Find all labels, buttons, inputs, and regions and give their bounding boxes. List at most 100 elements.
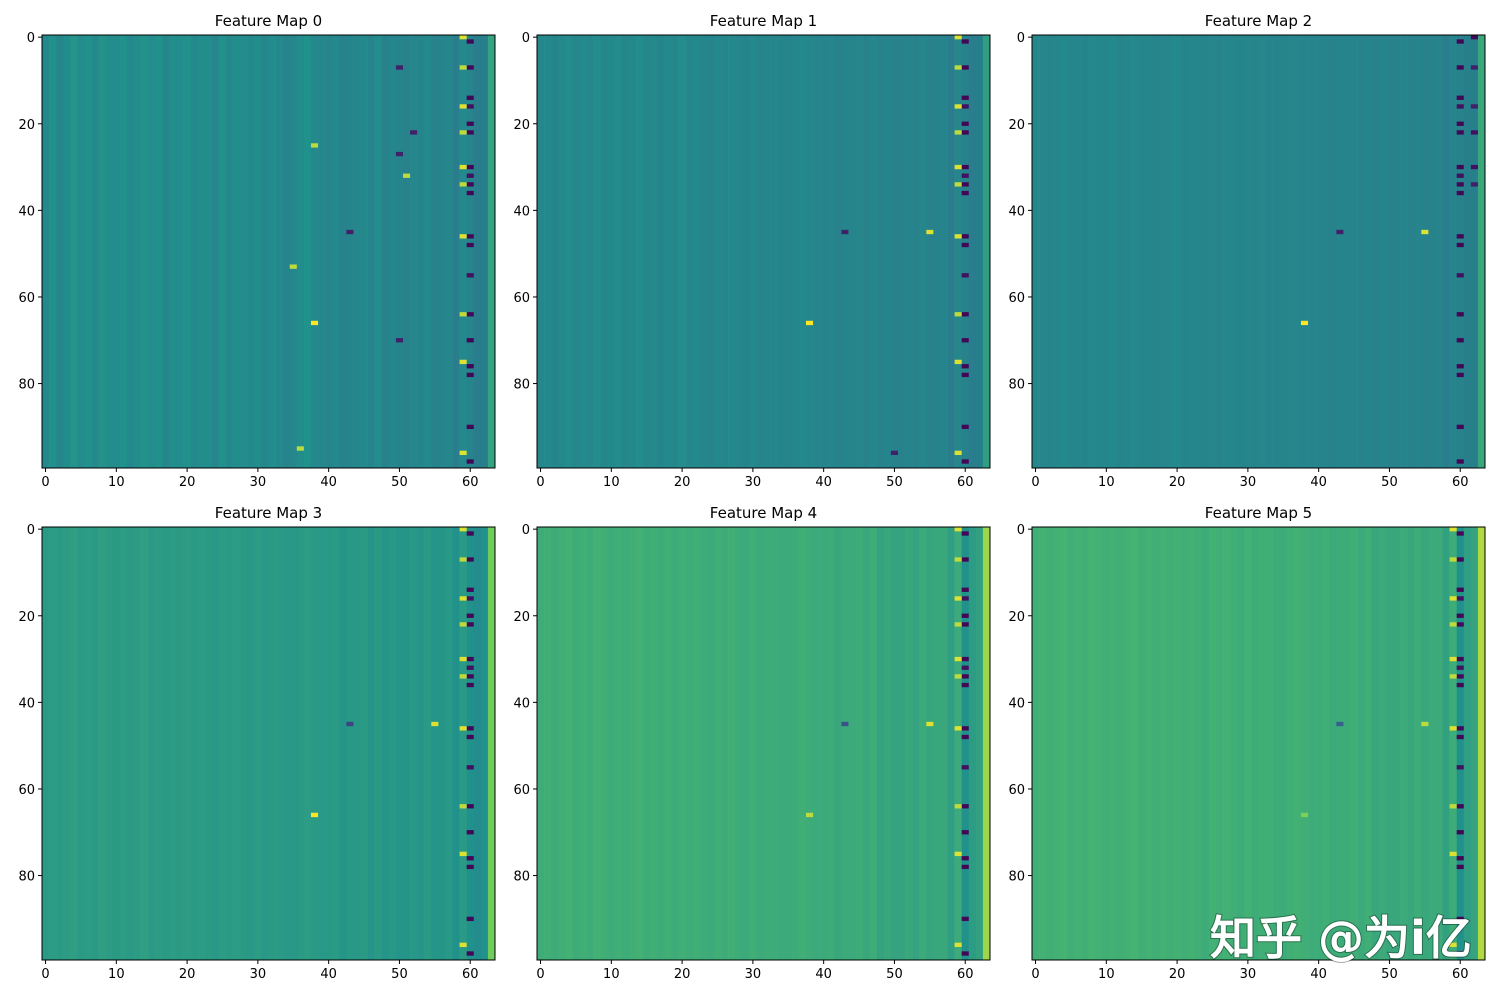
plot-frame: [41, 34, 496, 469]
y-tick-label: 0: [27, 523, 35, 538]
panel-title: Feature Map 3: [215, 504, 322, 522]
heatmap-cell: [1456, 656, 1464, 662]
heatmap-column: [756, 527, 764, 960]
heatmap-column: [905, 35, 913, 468]
heatmap-column: [1081, 527, 1089, 960]
heatmap-cell: [1470, 130, 1478, 135]
heatmap-cell: [1456, 459, 1464, 464]
heatmap-column: [332, 35, 340, 468]
heatmap-column: [1145, 35, 1153, 468]
heatmap-cell: [459, 596, 467, 601]
heatmap-cell: [1456, 190, 1464, 196]
heatmap-column: [473, 527, 482, 960]
heatmap-cell: [961, 674, 969, 679]
heatmap-column: [897, 35, 906, 468]
heatmap-column: [84, 527, 92, 960]
heatmap-cell: [954, 35, 962, 40]
heatmap-column: [728, 527, 736, 960]
y-tick-label: 20: [18, 118, 35, 133]
heatmap-cell: [1449, 557, 1457, 562]
heatmap-column: [834, 35, 842, 468]
heatmap-column: [1159, 35, 1167, 468]
heatmap-cell: [466, 613, 474, 618]
heatmap-column: [268, 35, 276, 468]
heatmap-column: [141, 527, 149, 960]
heatmap-cell: [961, 65, 969, 70]
heatmap-cell: [466, 916, 474, 922]
heatmap-cell: [954, 450, 962, 456]
heatmap-column: [1385, 35, 1394, 468]
heatmap-column: [954, 527, 962, 960]
heatmap-column: [247, 527, 255, 960]
heatmap-column: [671, 35, 679, 468]
heatmap-column: [367, 35, 375, 468]
x-tick-label: 60: [462, 967, 479, 982]
heatmap-column: [558, 527, 566, 960]
x-tick-label: 0: [1031, 967, 1039, 982]
heatmap-cell: [459, 656, 467, 662]
heatmap-column: [112, 35, 121, 468]
heatmap-cell: [459, 450, 467, 456]
heatmap-cell: [466, 164, 474, 170]
heatmap-cell: [961, 372, 969, 378]
heatmap-cell: [466, 190, 474, 196]
heatmap-cell: [1336, 229, 1344, 235]
x-tick-label: 10: [603, 475, 620, 490]
heatmap-column: [1237, 35, 1245, 468]
heatmap-column: [1449, 35, 1457, 468]
y-tick-label: 60: [1008, 783, 1025, 798]
heatmap-column: [763, 35, 771, 468]
heatmap-cell: [1456, 726, 1464, 731]
heatmap-column: [1208, 527, 1217, 960]
x-tick-label: 0: [536, 967, 544, 982]
heatmap-column: [1201, 527, 1210, 960]
heatmap-column: [303, 527, 312, 960]
heatmap-cell: [926, 229, 934, 235]
x-tick-label: 20: [1169, 475, 1186, 490]
heatmap-column: [183, 35, 191, 468]
heatmap-column: [699, 35, 708, 468]
heatmap-column: [643, 35, 651, 468]
heatmap-column: [424, 527, 432, 960]
heatmap-column: [579, 35, 587, 468]
y-tick-label: 0: [1017, 523, 1025, 538]
heatmap-column: [614, 527, 623, 960]
heatmap-column: [275, 35, 283, 468]
heatmap-cell: [466, 338, 474, 343]
heatmap-cell: [459, 65, 467, 70]
heatmap-column: [254, 527, 262, 960]
y-tick-label: 80: [18, 378, 35, 393]
heatmap-cell: [954, 622, 962, 627]
heatmap-column: [459, 35, 467, 468]
heatmap-column: [1463, 527, 1472, 960]
heatmap-cell: [466, 130, 474, 135]
heatmap-column: [410, 527, 418, 960]
heatmap-cell: [954, 596, 962, 601]
heatmap-column: [721, 35, 729, 468]
heatmap-column: [1293, 35, 1302, 468]
heatmap-cell: [466, 734, 474, 740]
heatmap-column: [360, 527, 368, 960]
heatmap-column: [49, 35, 57, 468]
heatmap-column: [728, 35, 736, 468]
heatmap-column: [1435, 35, 1443, 468]
y-tick-label: 0: [27, 31, 35, 46]
heatmap-cell: [459, 164, 467, 170]
heatmap-column: [438, 527, 446, 960]
heatmap-column: [1400, 527, 1408, 960]
y-tick-label: 40: [513, 204, 530, 219]
heatmap-cell: [466, 121, 474, 126]
heatmap-cell: [1456, 65, 1464, 70]
heatmap-cell: [1300, 812, 1309, 818]
heatmap-cell: [961, 765, 969, 770]
heatmap-column: [218, 527, 227, 960]
heatmap-cell: [1456, 682, 1464, 688]
y-tick-label: 80: [1008, 870, 1025, 885]
heatmap-cell: [961, 951, 969, 956]
heatmap-cell: [1421, 721, 1429, 727]
heatmap-column: [1187, 35, 1196, 468]
heatmap-column: [763, 527, 771, 960]
x-tick-label: 50: [1381, 967, 1398, 982]
heatmap-column: [325, 35, 333, 468]
heatmap-column: [855, 527, 863, 960]
